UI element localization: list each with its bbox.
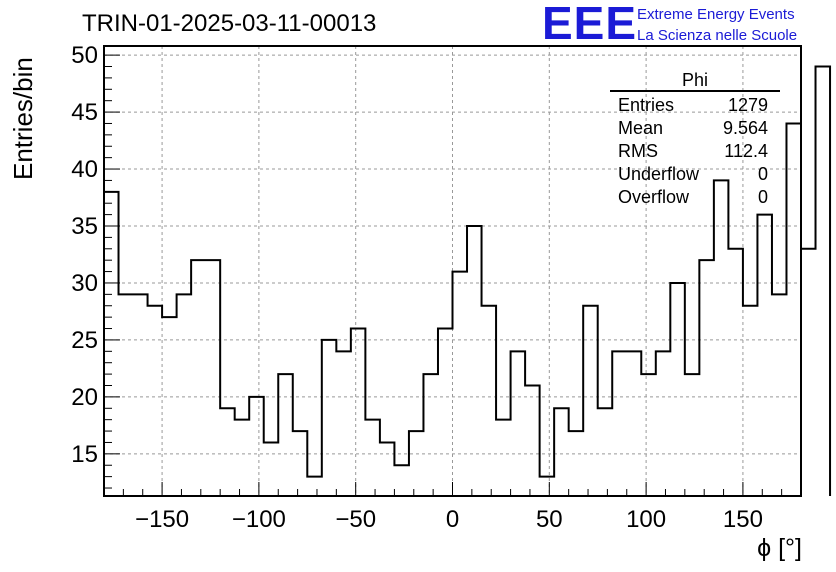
stats-value: 0 [757, 164, 768, 184]
eee-logo: EEE [542, 0, 638, 49]
x-tick-label: 150 [723, 506, 763, 533]
x-tick-label: 0 [446, 506, 459, 533]
y-tick-label: 45 [71, 99, 98, 126]
stats-label: Entries [618, 95, 675, 115]
stats-label: Overflow [618, 187, 690, 207]
y-tick-label: 15 [71, 441, 98, 468]
stats-box: Phi Entries 1279 Mean 9.564 RMS 112.4 Un… [610, 70, 780, 209]
chart-title: TRIN-01-2025-03-11-00013 [82, 10, 377, 37]
stats-row-overflow: Overflow 0 [610, 186, 780, 209]
x-tick-label: −100 [232, 506, 286, 533]
x-tick-label: −50 [335, 506, 376, 533]
y-tick-label: 50 [71, 42, 98, 69]
x-tick-label: 100 [626, 506, 666, 533]
eee-logo-text: Extreme Energy Events La Scienza nelle S… [637, 4, 797, 46]
stats-row-entries: Entries 1279 [610, 94, 780, 117]
y-axis-label: Entries/bin [8, 57, 38, 180]
stats-row-rms: RMS 112.4 [610, 140, 780, 163]
stats-label: RMS [618, 141, 658, 161]
x-tick-label: −150 [135, 506, 189, 533]
tick-labels: −150 −100 −50 0 50 100 150 15 20 25 30 35 40 45 50 [71, 42, 763, 533]
stats-title: Phi [610, 70, 780, 92]
histogram-line [103, 65, 832, 496]
logo-line-2: La Scienza nelle Scuole [637, 27, 798, 44]
y-tick-label: 40 [71, 156, 98, 183]
stats-row-mean: Mean 9.564 [610, 117, 780, 140]
stats-value: 0 [757, 187, 768, 207]
stats-value: 9.564 [722, 118, 768, 138]
stats-label: Mean [618, 118, 664, 138]
y-tick-label: 25 [71, 327, 98, 354]
logo-line-1: Extreme Energy Events [637, 6, 795, 23]
y-tick-label: 20 [71, 384, 98, 411]
stats-value: 112.4 [724, 141, 768, 161]
x-axis-label: ϕ [°] [757, 534, 802, 562]
stats-value: 1279 [727, 95, 768, 115]
y-tick-label: 35 [71, 213, 98, 240]
x-tick-label: 50 [536, 506, 563, 533]
stats-row-underflow: Underflow 0 [610, 163, 780, 186]
stats-label: Underflow [618, 164, 700, 184]
y-tick-label: 30 [71, 270, 98, 297]
